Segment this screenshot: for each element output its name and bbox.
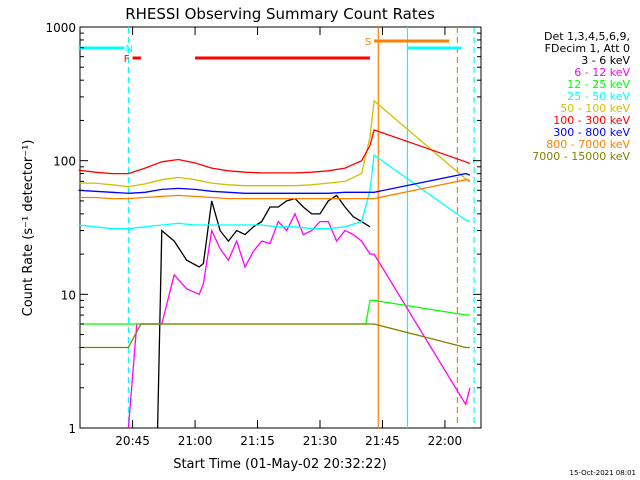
series-line xyxy=(78,323,470,349)
plot-area: NF S 20:45 21:00 21:15 21:30 21:45 22:00 1 10 100… xyxy=(45,21,482,448)
series-line xyxy=(78,299,470,325)
series-line xyxy=(78,153,471,230)
y-tick-label: 10 xyxy=(61,288,76,302)
legend: Det 1,3,4,5,6,9, FDecim 1, Att 0 3 - 6 k… xyxy=(532,30,630,163)
x-axis-label: Start Time (01-May-02 20:32:22) xyxy=(173,457,387,472)
y-tick-label: 1000 xyxy=(45,21,76,35)
legend-entry: 800 - 7000 keV xyxy=(546,138,630,151)
x-tick-label: 21:15 xyxy=(240,434,275,448)
plot-frame xyxy=(79,26,482,429)
series-line xyxy=(127,212,471,429)
axis-ticks: 20:45 21:00 21:15 21:30 21:45 22:00 1 10 100 1000 xyxy=(45,21,481,448)
series-lines xyxy=(78,99,471,429)
legend-header-line: FDecim 1, Att 0 xyxy=(545,42,630,55)
y-axis-label: Count Rate (s⁻¹ detector⁻¹) xyxy=(21,140,36,317)
flag-label-s: S xyxy=(365,37,371,48)
x-tick-label: 20:45 xyxy=(115,434,150,448)
series-line xyxy=(156,194,371,429)
legend-entry: 25 - 50 keV xyxy=(567,90,630,103)
series-line xyxy=(78,99,471,188)
legend-header-line: Det 1,3,4,5,6,9, xyxy=(544,30,630,43)
y-tick-label: 100 xyxy=(53,155,76,169)
timestamp-footer: 15-Oct-2021 08:01 xyxy=(570,469,636,477)
x-tick-label: 21:45 xyxy=(365,434,400,448)
x-tick-label: 21:30 xyxy=(303,434,338,448)
flag-label-f: F xyxy=(124,54,130,65)
x-tick-label: 22:00 xyxy=(428,434,463,448)
series-line xyxy=(78,129,471,175)
legend-entry: 100 - 300 keV xyxy=(553,114,630,127)
y-tick-label: 1 xyxy=(68,422,76,436)
flag-label-n: N xyxy=(126,44,133,55)
legend-entry: 50 - 100 keV xyxy=(560,102,630,115)
vertical-markers xyxy=(127,27,475,428)
x-tick-label: 21:00 xyxy=(178,434,213,448)
legend-entry: 12 - 25 keV xyxy=(567,78,630,91)
legend-entry: 300 - 800 keV xyxy=(553,126,630,139)
legend-entry: 6 - 12 keV xyxy=(574,66,630,79)
legend-entry: 7000 - 15000 keV xyxy=(532,150,630,163)
chart-title: RHESSI Observing Summary Count Rates xyxy=(125,5,435,23)
series-line xyxy=(78,172,471,194)
legend-entry: 3 - 6 keV xyxy=(581,54,630,67)
flag-bars: NF S xyxy=(78,37,462,65)
series-line xyxy=(78,179,471,200)
